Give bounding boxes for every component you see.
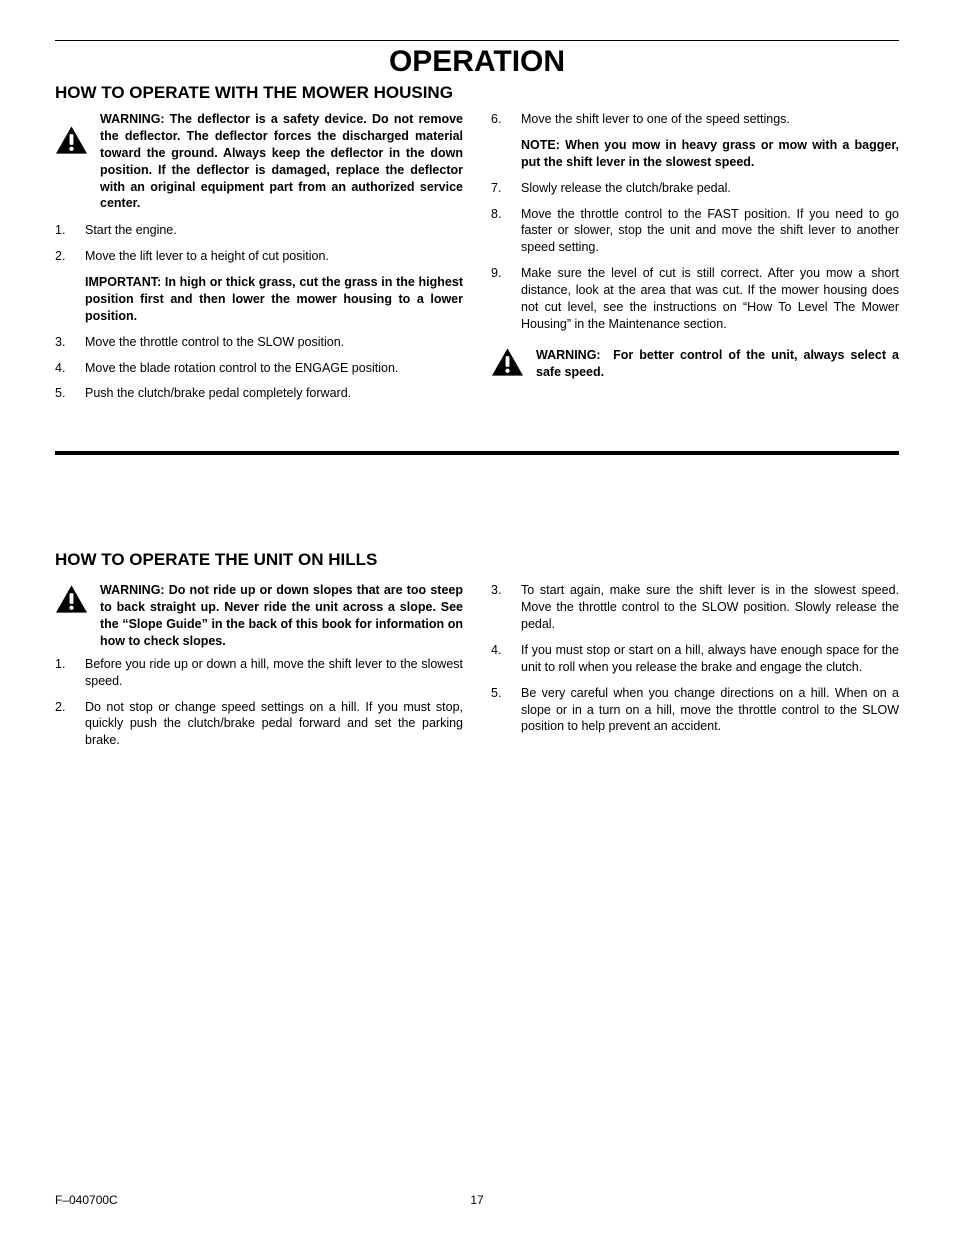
hill-step-3: To start again, make sure the shift leve… (491, 582, 899, 633)
footer-page-number: 17 (55, 1193, 899, 1207)
section1-right-steps-cont: Slowly release the clutch/brake pedal. M… (491, 180, 899, 333)
hill-step-4: If you must stop or start on a hill, alw… (491, 642, 899, 676)
step-9: Make sure the level of cut is still corr… (491, 265, 899, 333)
section1-right-steps: Move the shift lever to one of the speed… (491, 111, 899, 128)
section1-left-steps: Start the engine. Move the lift lever to… (55, 222, 463, 265)
section1-columns: WARNING: The deflector is a safety devic… (55, 111, 899, 411)
step-1: Start the engine. (55, 222, 463, 239)
section2-left-column: WARNING: Do not ride up or down slopes t… (55, 582, 463, 758)
hill-step-1: Before you ride up or down a hill, move … (55, 656, 463, 690)
step-6: Move the shift lever to one of the speed… (491, 111, 899, 128)
step-7: Slowly release the clutch/brake pedal. (491, 180, 899, 197)
section-heading-hills: HOW TO OPERATE THE UNIT ON HILLS (55, 550, 899, 570)
warning-block-slopes: WARNING: Do not ride up or down slopes t… (55, 582, 463, 650)
page: OPERATION HOW TO OPERATE WITH THE MOWER … (0, 0, 954, 1235)
section2-left-steps: Before you ride up or down a hill, move … (55, 656, 463, 749)
step-5: Push the clutch/brake pedal completely f… (55, 385, 463, 402)
spacer (55, 411, 899, 451)
page-footer: F–040700C 17 (55, 1193, 899, 1207)
warning-text-deflector: WARNING: The deflector is a safety devic… (100, 111, 463, 212)
section2-right-steps: To start again, make sure the shift leve… (491, 582, 899, 735)
section1-left-column: WARNING: The deflector is a safety devic… (55, 111, 463, 411)
warning-block-speed: WARNING: For better control of the unit,… (491, 347, 899, 381)
warning-text-slopes: WARNING: Do not ride up or down slopes t… (100, 582, 463, 650)
section1-left-steps-cont: Move the throttle control to the SLOW po… (55, 334, 463, 403)
important-note: IMPORTANT: In high or thick grass, cut t… (55, 274, 463, 325)
warning-icon (55, 582, 88, 614)
step-4: Move the blade rotation control to the E… (55, 360, 463, 377)
step-2: Move the lift lever to a height of cut p… (55, 248, 463, 265)
hill-step-5: Be very careful when you change directio… (491, 685, 899, 736)
warning-text-speed: WARNING: For better control of the unit,… (536, 347, 899, 381)
section2-columns: WARNING: Do not ride up or down slopes t… (55, 582, 899, 758)
page-title: OPERATION (55, 45, 899, 79)
rule-top (55, 40, 899, 41)
warning-block-deflector: WARNING: The deflector is a safety devic… (55, 111, 463, 212)
spacer (55, 455, 899, 550)
warning-icon (491, 347, 524, 377)
hill-step-2: Do not stop or change speed settings on … (55, 699, 463, 750)
warning-icon (55, 111, 88, 155)
step-8: Move the throttle control to the FAST po… (491, 206, 899, 257)
section-heading-mower-housing: HOW TO OPERATE WITH THE MOWER HOUSING (55, 83, 899, 103)
section1-right-column: Move the shift lever to one of the speed… (491, 111, 899, 411)
note-bagger: NOTE: When you mow in heavy grass or mow… (491, 137, 899, 171)
step-3: Move the throttle control to the SLOW po… (55, 334, 463, 351)
section2-right-column: To start again, make sure the shift leve… (491, 582, 899, 758)
